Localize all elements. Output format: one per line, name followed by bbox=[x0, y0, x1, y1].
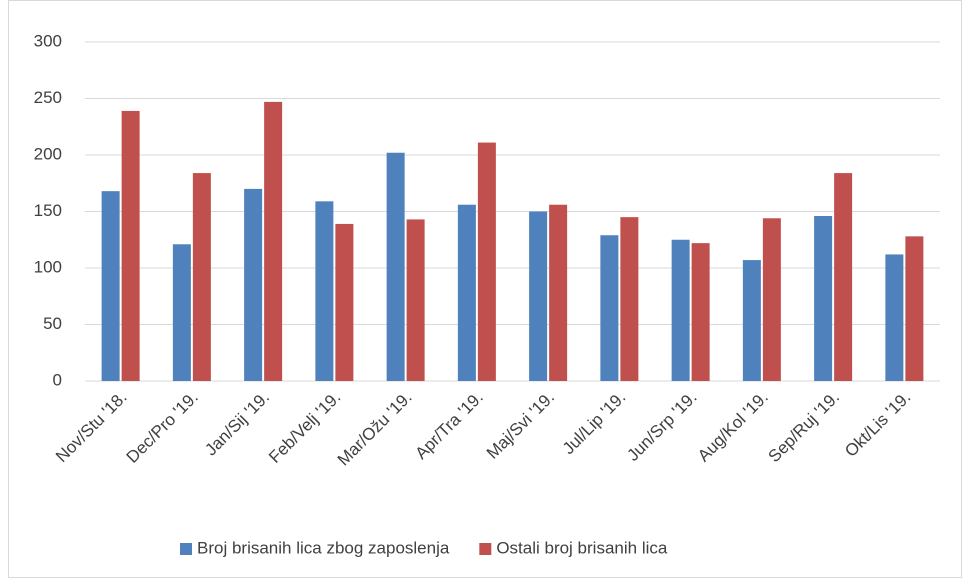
x-tick-label: Jun/Srp '19. bbox=[623, 388, 700, 465]
legend-swatch bbox=[479, 543, 492, 555]
bar bbox=[885, 254, 904, 381]
y-tick-label: 150 bbox=[34, 201, 62, 220]
bar bbox=[742, 260, 761, 381]
bar bbox=[477, 142, 496, 381]
x-tick-label: Dec/Pro '19. bbox=[123, 388, 202, 467]
y-tick-label: 250 bbox=[34, 88, 62, 107]
bar bbox=[905, 236, 924, 381]
x-tick-label: Mar/Ožu '19. bbox=[334, 388, 416, 470]
x-tick-label: Feb/Velj '19. bbox=[265, 388, 344, 467]
y-tick-label: 50 bbox=[43, 314, 62, 333]
x-tick-label: Jul/Lip '19. bbox=[559, 388, 630, 459]
bar bbox=[529, 211, 548, 381]
x-tick-label: Maj/Svi '19. bbox=[483, 388, 558, 463]
legend-swatch bbox=[180, 543, 192, 555]
x-tick-label: Sep/Ruj '19. bbox=[765, 388, 844, 467]
bar bbox=[335, 223, 354, 381]
y-tick-label: 300 bbox=[34, 31, 62, 50]
bar bbox=[315, 201, 334, 381]
y-tick-label: 0 bbox=[53, 370, 62, 389]
x-tick-label: Apr/Tra '19. bbox=[411, 388, 486, 463]
bar bbox=[691, 243, 710, 381]
bar bbox=[814, 216, 833, 381]
legend-label: Broj brisanih lica zbog zaposlenja bbox=[197, 538, 450, 557]
legend-label: Ostali broj brisanih lica bbox=[496, 538, 668, 557]
bar bbox=[457, 204, 476, 381]
bar bbox=[192, 173, 211, 381]
bar bbox=[834, 173, 853, 381]
bar bbox=[172, 244, 191, 381]
bar bbox=[244, 188, 263, 381]
bar bbox=[549, 204, 568, 381]
bar bbox=[762, 218, 781, 381]
y-tick-label: 100 bbox=[34, 257, 62, 276]
x-tick-label: Aug/Kol '19. bbox=[694, 388, 772, 466]
bar bbox=[264, 101, 283, 381]
bar bbox=[600, 235, 619, 381]
bar bbox=[101, 191, 120, 381]
bar bbox=[121, 110, 140, 382]
x-tick-label: Nov/Stu '18. bbox=[52, 388, 131, 467]
y-tick-label: 200 bbox=[34, 144, 62, 163]
bar bbox=[386, 152, 405, 381]
x-tick-label: Okt/Lis '19. bbox=[841, 388, 914, 461]
bar bbox=[620, 217, 639, 381]
bar bbox=[406, 219, 425, 381]
bar bbox=[671, 239, 690, 381]
x-tick-label: Jan/Sij '19. bbox=[201, 388, 273, 460]
